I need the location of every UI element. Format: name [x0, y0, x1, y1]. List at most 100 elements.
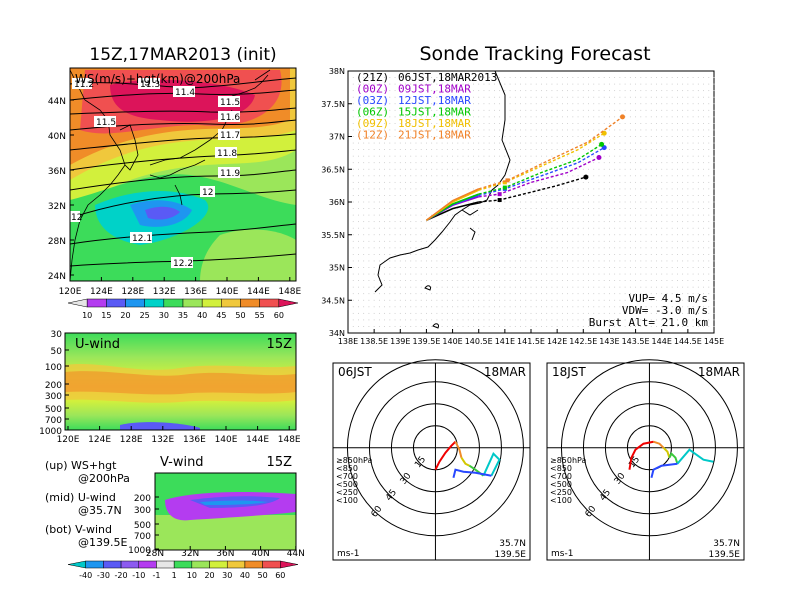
track-grid-dot [415, 195, 417, 196]
track-grid-dot [561, 162, 563, 164]
track-grid-dot [703, 214, 704, 216]
track-grid-dot [703, 299, 704, 301]
track-grid-dot [420, 83, 422, 85]
track-grid-dot [467, 254, 469, 255]
track-grid-dot [436, 227, 438, 229]
track-grid-dot [682, 312, 684, 314]
track-grid-dot [373, 149, 375, 150]
track-grid-dot [708, 240, 710, 242]
track-grid-dot [687, 188, 689, 190]
track-grid-dot [520, 77, 521, 78]
track-grid-dot [436, 149, 438, 150]
track-grid-dot [656, 312, 657, 314]
track-grid-dot [358, 195, 359, 196]
track-grid-dot [577, 90, 579, 92]
track-grid-dot [703, 319, 704, 321]
track-grid-dot [546, 175, 548, 177]
track-x-tick-label: 140.5E [465, 337, 493, 346]
track-grid-dot [494, 240, 495, 242]
track-grid-dot [504, 168, 506, 170]
track-grid-dot [645, 299, 647, 301]
hodo-level-label: <500 [550, 480, 572, 489]
track-grid-dot [593, 162, 595, 164]
track-grid-dot [619, 96, 621, 98]
track-grid-dot [457, 267, 459, 268]
track-grid-dot [504, 286, 506, 288]
track-grid-dot [666, 299, 668, 301]
track-grid-dot [588, 77, 589, 78]
track-grid-dot [368, 286, 370, 288]
track-grid-dot [358, 280, 359, 281]
hodo-lat: 35.7N [499, 539, 526, 549]
track-grid-dot [520, 227, 521, 229]
track-grid-dot [635, 129, 636, 131]
track-grid-dot [635, 260, 636, 262]
track-grid-dot [415, 83, 417, 85]
track-grid-dot [358, 312, 359, 314]
track-grid-dot [635, 254, 636, 255]
track-grid-dot [410, 312, 412, 314]
track-grid-dot [384, 109, 385, 111]
track-grid-dot [494, 273, 495, 275]
track-grid-dot [572, 273, 574, 275]
track-grid-dot [703, 306, 704, 308]
track-grid-dot [488, 312, 490, 314]
track-grid-dot [671, 319, 673, 321]
track-grid-dot [530, 247, 532, 249]
track-grid-dot [478, 116, 480, 118]
track-grid-dot [410, 221, 412, 223]
track-grid-dot [577, 299, 579, 301]
ws-colorbar-cell [201, 298, 222, 308]
track-grid-dot [635, 280, 636, 281]
track-legend-code: (00Z) [356, 83, 389, 96]
u-x-tick-label: 144E [246, 435, 269, 445]
track-grid-dot [640, 149, 642, 150]
track-grid-dot [483, 208, 485, 209]
track-grid-dot [582, 109, 584, 111]
track-grid-dot [394, 188, 396, 190]
track-grid-dot [373, 306, 375, 308]
track-grid-dot [415, 273, 417, 275]
track-grid-dot [446, 267, 448, 268]
track-grid-dot [368, 240, 370, 242]
track-grid-dot [614, 299, 616, 301]
track-grid-dot [530, 136, 532, 137]
track-grid-dot [708, 273, 710, 275]
track-grid-dot [530, 293, 532, 295]
track-grid-dot [593, 208, 595, 209]
track-grid-dot [635, 240, 636, 242]
track-grid-dot [520, 83, 521, 85]
track-grid-dot [572, 181, 574, 183]
track-grid-dot [645, 181, 647, 183]
track-grid-dot [373, 155, 375, 157]
track-grid-dot [577, 77, 579, 78]
track-grid-dot [588, 149, 589, 150]
track-x-tick-label: 143E [599, 337, 619, 346]
track-grid-dot [708, 227, 710, 229]
track-grid-dot [457, 227, 459, 229]
track-grid-dot [514, 234, 516, 236]
track-grid-dot [640, 286, 642, 288]
track-grid-dot [399, 109, 401, 111]
track-grid-dot [650, 96, 652, 98]
track-grid-dot [572, 247, 574, 249]
track-grid-dot [462, 240, 464, 242]
track-grid-dot [588, 254, 589, 255]
track-grid-dot [556, 149, 558, 150]
track-grid-dot [577, 319, 579, 321]
track-grid-dot [697, 155, 699, 157]
track-grid-dot [582, 214, 584, 216]
track-grid-dot [509, 221, 511, 223]
track-grid-dot [624, 77, 626, 78]
track-grid-dot [650, 247, 652, 249]
v-y-tick-label: 300 [134, 506, 151, 516]
track-grid-dot [494, 319, 495, 321]
track-grid-dot [415, 188, 417, 190]
track-grid-dot [373, 234, 375, 236]
track-grid-dot [494, 142, 495, 144]
track-grid-dot [572, 227, 574, 229]
track-grid-dot [446, 162, 448, 164]
track-grid-dot [671, 280, 673, 281]
track-grid-dot [494, 90, 495, 92]
track-grid-dot [692, 109, 694, 111]
